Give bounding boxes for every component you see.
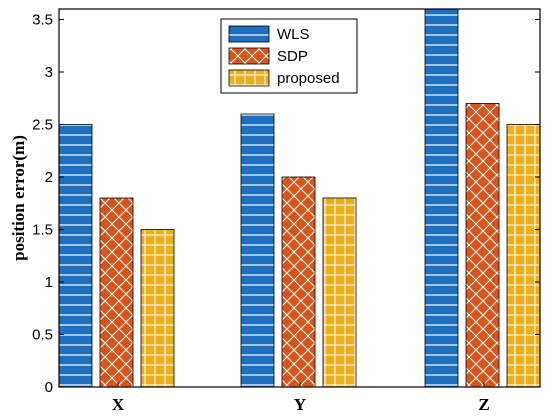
- bars-layer: [58, 8, 541, 388]
- y-tick-label: 2: [45, 169, 53, 186]
- bar-sdp-x: [99, 197, 134, 388]
- y-tick-label: 3: [45, 64, 53, 81]
- bar-proposed-x: [140, 229, 175, 388]
- bar-sdp-z: [465, 103, 500, 388]
- legend-swatch-proposed: [228, 69, 270, 87]
- legend: WLS SDP proposed: [220, 18, 358, 94]
- bar-sdp-y: [281, 176, 316, 388]
- y-tick-label: 0.5: [32, 327, 53, 344]
- x-tick-label: X: [112, 395, 125, 414]
- bar-wls-z: [424, 8, 459, 388]
- bar-wls-x: [58, 124, 93, 388]
- y-tick-label: 1: [45, 274, 53, 291]
- legend-swatch-wls: [228, 25, 270, 43]
- legend-label-wls: WLS: [277, 26, 310, 43]
- legend-swatch-sdp: [228, 47, 270, 65]
- bar-proposed-z: [506, 124, 541, 388]
- x-tick-label: Z: [478, 395, 489, 414]
- x-tick-label: Y: [294, 395, 306, 414]
- y-tick-label: 2.5: [32, 117, 53, 134]
- legend-label-sdp: SDP: [277, 48, 308, 65]
- y-tick-label: 3.5: [32, 12, 53, 29]
- axes-layer: 0 0.5 1 1.5 2 2.5 3 3.5 X Y Z: [32, 8, 541, 414]
- y-tick-label: 0: [45, 379, 53, 396]
- bar-wls-y: [240, 113, 275, 388]
- y-axis-label: position error(m): [9, 135, 28, 261]
- legend-label-proposed: proposed: [277, 70, 340, 87]
- bar-proposed-y: [322, 197, 357, 388]
- y-tick-label: 1.5: [32, 222, 53, 239]
